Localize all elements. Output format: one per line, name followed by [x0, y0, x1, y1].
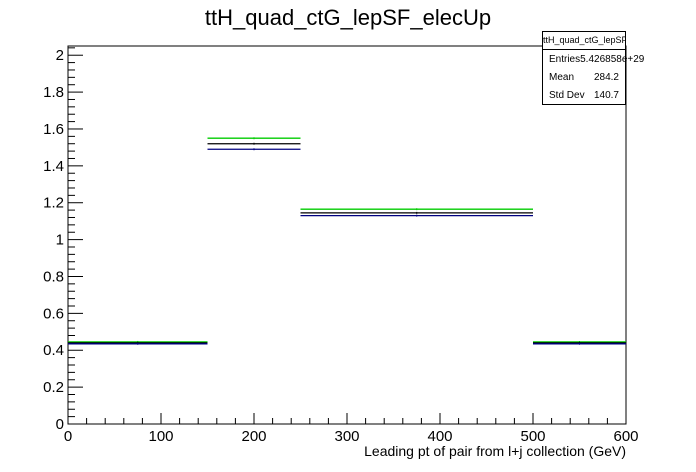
y-tick-label: 1.4 — [43, 158, 64, 175]
y-tick-label: 1.8 — [43, 84, 64, 101]
y-tick-label: 0.6 — [43, 305, 64, 322]
stats-label: Std Dev — [549, 90, 585, 101]
x-axis-label: Leading pt of pair from l+j collection (… — [364, 443, 626, 459]
x-tick-label: 100 — [148, 428, 173, 445]
stats-label: Entries — [549, 54, 581, 65]
stats-box-title: ttH_quad_ctG_lepSF_elecUp — [543, 32, 625, 50]
stats-box: ttH_quad_ctG_lepSF_elecUp Entries 5.4268… — [542, 31, 644, 105]
y-tick-label: 2 — [56, 47, 64, 64]
stats-value: 140.7 — [593, 90, 619, 101]
chart-title: ttH_quad_ctG_lepSF_elecUp — [205, 5, 491, 30]
y-tick-label: 0.8 — [43, 268, 64, 285]
axes: 0 100 200 300 400 500 600 0 0.2 0.4 0.6 0.8 1 1.2 1.4 1… — [43, 47, 638, 445]
histogram-bars — [68, 137, 626, 345]
y-tick-label: 0.2 — [43, 379, 64, 396]
y-tick-label: 1.2 — [43, 195, 64, 212]
y-tick-label: 0 — [56, 416, 64, 433]
stats-value: 5.426858e+29 — [580, 54, 645, 65]
stats-value: 284.2 — [593, 72, 619, 83]
x-tick-label: 300 — [334, 428, 359, 445]
x-tick-label: 600 — [613, 428, 638, 445]
stats-label: Mean — [549, 72, 575, 83]
x-tick-label: 200 — [241, 428, 266, 445]
stats-row-mean: Mean 284.2 — [543, 68, 625, 86]
stats-row-entries: Entries 5.426858e+29 — [543, 50, 644, 68]
y-tick-label: 1 — [56, 232, 64, 249]
x-tick-label: 400 — [427, 428, 452, 445]
x-tick-label: 0 — [64, 428, 72, 445]
x-tick-label: 500 — [520, 428, 545, 445]
stats-row-std-dev: Std Dev 140.7 — [543, 86, 625, 104]
y-tick-label: 0.4 — [43, 342, 64, 359]
y-tick-label: 1.6 — [43, 121, 64, 138]
